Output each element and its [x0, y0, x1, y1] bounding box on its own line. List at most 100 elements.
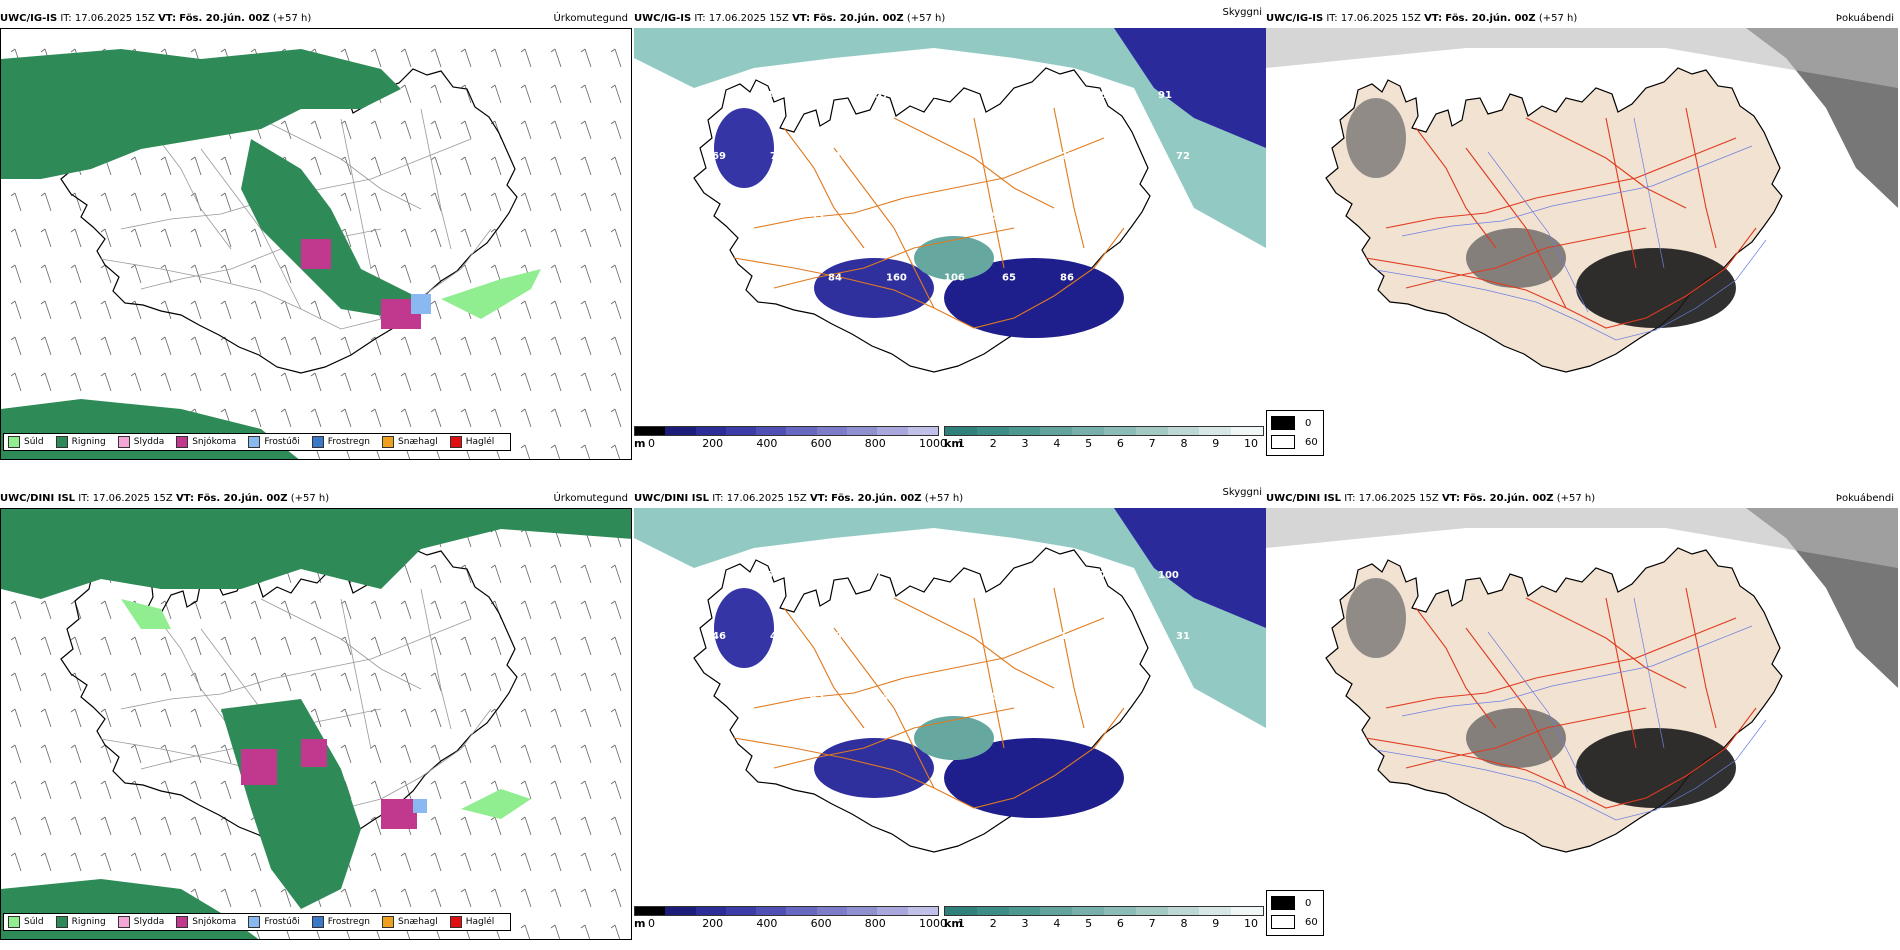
colorbar-swatch [725, 427, 757, 435]
valid-time-label: VT: [809, 493, 828, 504]
visibility-label: 37 [868, 212, 882, 223]
colorbar-ticks: km 1 2 3 4 5 6 7 8 9 10 [944, 916, 1264, 930]
visibility-label: 78 [1042, 570, 1056, 581]
panel-precip-type-dini: UWC/DINI ISL IT: 17.06.2025 15Z VT: Fös.… [0, 490, 632, 940]
legend-label: Haglél [465, 437, 495, 447]
legend-label: Súld [24, 437, 44, 447]
visibility-label: 289 [1060, 151, 1081, 162]
fog-legend: 0 60 [1266, 890, 1324, 936]
fog-legend-label: 60 [1305, 916, 1318, 928]
visibility-label: 72 [1176, 151, 1190, 162]
lead-time: (+57 h) [1556, 493, 1596, 504]
visibility-map[interactable]: 175 174 77 157 133 100 86 87 91 69 72 71 84 27 27 289 65… [634, 28, 1266, 460]
init-time: 17.06.2025 15Z [1340, 13, 1421, 24]
legend-label: Snjókoma [192, 437, 237, 447]
lead-time: (+57 h) [924, 493, 964, 504]
visibility-label: 47 [770, 631, 784, 642]
visibility-label: 84 [886, 151, 900, 162]
fog-map[interactable]: 0 60 [1266, 508, 1898, 940]
colorbar-tick: 400 [756, 437, 778, 450]
colorbar-swatch [695, 907, 726, 915]
visibility-label: 71 [828, 151, 842, 162]
visibility-label: 86 [1060, 272, 1074, 283]
legend-swatch [311, 436, 324, 448]
visibility-label: 111 [1118, 631, 1139, 642]
colorbar-tick: 10 [1244, 437, 1258, 450]
colorbar-swatch [907, 907, 938, 915]
colorbar-swatch [976, 907, 1009, 915]
colorbar-ticks: m 0 200 400 600 800 1000 [634, 436, 947, 450]
colorbar-swatch [756, 907, 787, 915]
colorbar-swatch [976, 427, 1009, 435]
colorbar-tick: 5 [1085, 437, 1093, 450]
colorbar-swatch [1231, 427, 1263, 435]
colorbar-tick: 600 [810, 917, 832, 930]
legend-swatch [382, 436, 395, 448]
legend-label: Frostregn [327, 437, 371, 447]
lead-time: (+57 h) [1538, 13, 1578, 24]
visibility-label: 31 [1176, 631, 1190, 642]
init-time-label: IT: [712, 493, 724, 504]
visibility-map[interactable]: 182 155 62 67 70 91 78 783 100 46 47 59 60 64 94 144 111… [634, 508, 1266, 940]
visibility-label: 33 [752, 692, 766, 703]
colorbar-tick: 2 [989, 917, 997, 930]
precip-legend: Súld Rigning Slydda Snjókoma Frostúði Frostre… [3, 433, 512, 451]
legend-item: Rigning [55, 916, 106, 928]
legend-swatch [248, 916, 261, 928]
colorbar-ticks: km 1 2 3 4 5 6 7 8 9 10 [944, 436, 1264, 450]
legend-item: Slydda [117, 916, 164, 928]
visibility-label: 50 [984, 692, 998, 703]
visibility-label: 133 [926, 90, 947, 101]
fog-map[interactable]: 0 60 [1266, 28, 1898, 460]
visibility-label: 41 [1100, 212, 1114, 223]
legend-swatch [55, 436, 68, 448]
legend-swatch [8, 436, 20, 448]
visibility-labels: 175 174 77 157 133 100 86 87 91 69 72 71 84 27 27 289 65… [694, 90, 1190, 283]
visibility-label: 30 [712, 272, 726, 283]
colorbar-tick: 400 [756, 917, 778, 930]
precip-map[interactable]: Súld Rigning Slydda Snjókoma Frostúði Frostre… [0, 28, 632, 460]
valid-time-label: VT: [1424, 13, 1443, 24]
fog-legend-row: 0 [1271, 896, 1319, 910]
colorbar-swatch [1135, 427, 1168, 435]
visibility-label: 67 [868, 570, 882, 581]
legend-swatch [248, 436, 261, 448]
panel-precip-type-ig: UWC/IG-IS IT: 17.06.2025 15Z VT: Fös. 20… [0, 10, 632, 460]
colorbar-swatch [635, 427, 666, 435]
colorbar-tick: 1000 [919, 917, 947, 930]
panel-header: UWC/IG-IS IT: 17.06.2025 15Z VT: Fös. 20… [0, 10, 632, 28]
colorbar-swatch [665, 427, 696, 435]
visibility-label: 27 [1002, 151, 1016, 162]
colorbar-strip [944, 906, 1264, 916]
legend-item: Frostúði [248, 916, 300, 928]
legend-label: Rigning [71, 437, 106, 447]
init-time-label: IT: [78, 493, 90, 504]
visibility-label: 104 [868, 692, 889, 703]
visibility-label: 70 [926, 570, 940, 581]
valid-time: Fös. 20.jún. 00Z [179, 13, 270, 24]
fog-legend-swatch [1271, 896, 1295, 910]
legend-label: Haglél [465, 917, 495, 927]
precip-map[interactable]: Súld Rigning Slydda Snjókoma Frostúði Frostre… [0, 508, 632, 940]
legend-label: Slydda [133, 437, 165, 447]
visibility-label: 100 [984, 90, 1005, 101]
legend-item: Haglél [449, 436, 495, 448]
panel-header: UWC/IG-IS IT: 17.06.2025 15Z VT: Fös. 20… [1266, 10, 1898, 28]
init-time: 17.06.2025 15Z [92, 493, 173, 504]
valid-time: Fös. 20.jún. 00Z [197, 493, 288, 504]
colorbar-swatch [907, 427, 938, 435]
panel-visibility-ig: UWC/IG-IS IT: 17.06.2025 15Z VT: Fös. 20… [634, 7, 1266, 460]
colorbar-tick: 4 [1053, 437, 1061, 450]
valid-time-label: VT: [158, 13, 177, 24]
legend-swatch [55, 916, 68, 928]
visibility-label: 77 [810, 90, 824, 101]
fog-legend-swatch [1271, 435, 1295, 449]
legend-item: Snæhagl [382, 436, 438, 448]
colorbar-swatch [877, 427, 908, 435]
init-time-label: IT: [694, 13, 706, 24]
visibility-label: 65 [1002, 272, 1016, 283]
visibility-label: 91 [770, 272, 784, 283]
visibility-label: 80 [1158, 692, 1172, 703]
visibility-label: 106 [944, 272, 965, 283]
